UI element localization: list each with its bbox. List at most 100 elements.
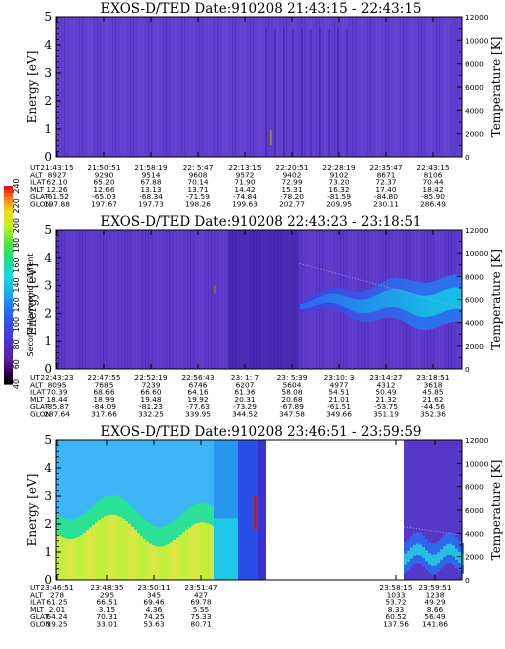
spectrogram-streak — [268, 17, 270, 157]
spectrogram-plume-core — [348, 297, 350, 310]
info-cell: -44.56 — [421, 402, 445, 411]
spectrogram-cell — [155, 526, 158, 547]
spectrogram-cell — [125, 521, 128, 580]
info-cell: 22:43:23 — [40, 373, 73, 382]
info-cell: 209.95 — [326, 200, 352, 209]
info-cell: -77.63 — [186, 402, 210, 411]
spectrogram-streak — [184, 230, 186, 369]
spectrogram-cell — [119, 497, 122, 517]
spectrogram-streak — [286, 230, 288, 369]
colorbar-segment — [4, 321, 13, 326]
spectrogram-streak — [175, 230, 177, 369]
colorbar-segment — [4, 195, 13, 200]
spectrogram-plume-core — [398, 289, 400, 309]
spectrogram-cell — [77, 517, 80, 537]
info-cell: 5.55 — [193, 605, 210, 614]
spectrogram-streak — [76, 17, 78, 157]
spectrogram-streak — [235, 230, 237, 369]
spectrogram-streak — [181, 230, 183, 369]
spectrogram-cell — [416, 543, 419, 555]
info-cell: 23: 5:39 — [277, 373, 308, 382]
spectrogram-streak — [244, 17, 246, 157]
spectrogram-streak — [196, 230, 198, 369]
spectrogram-streak — [106, 230, 108, 369]
spectrogram-streak — [352, 17, 354, 157]
temperature-tick-label: 6000 — [465, 506, 484, 515]
spectrogram-streak — [118, 17, 120, 157]
info-cell: 23:14:27 — [369, 373, 402, 382]
spectrogram-streak — [109, 230, 111, 369]
colorbar-segment — [4, 341, 13, 345]
spectrogram-cell — [116, 495, 119, 516]
spectrogram-plume-core — [332, 293, 334, 303]
info-cell: 71.90 — [234, 178, 255, 187]
colorbar-label: Second Harmonic Current — [26, 253, 35, 356]
spectrogram-cell — [161, 526, 164, 547]
spectrogram-streak — [274, 230, 276, 369]
spectrogram-cell — [83, 513, 86, 533]
info-cell: 80.71 — [190, 620, 211, 629]
colorbar-segment — [4, 242, 13, 246]
spectrogram-plume-core — [316, 297, 318, 306]
info-row-label: UT — [30, 583, 40, 592]
spectrogram-cell — [89, 527, 92, 580]
spectrogram-plume-core — [418, 295, 420, 317]
spectrogram-cell — [238, 440, 258, 580]
colorbar-tick-label: 60 — [12, 359, 21, 369]
spectrogram-cell — [197, 522, 200, 580]
spectrogram-streak — [148, 230, 150, 369]
colorbar-segment — [4, 298, 13, 303]
colorbar-segment — [4, 367, 13, 372]
spectrogram-cell — [92, 524, 95, 580]
spectrogram-plume-core — [442, 290, 444, 313]
info-cell: 23:10: 3 — [324, 373, 355, 382]
spectrogram-streak — [250, 17, 252, 157]
info-cell: 230.11 — [373, 200, 399, 209]
spectrogram-plume-core — [380, 292, 382, 310]
colorbar-tick-label: 200 — [12, 218, 21, 233]
spectrogram-streak — [160, 17, 162, 157]
info-cell: 7239 — [142, 380, 161, 389]
spectrogram-cell — [137, 533, 140, 580]
colorbar-segment — [4, 288, 13, 293]
energy-tick-label: 1 — [44, 334, 52, 348]
info-cell: 12.66 — [93, 185, 114, 194]
energy-tick-label: 4 — [44, 38, 52, 52]
spectrogram-cell — [86, 510, 89, 531]
spectrogram-streak — [127, 230, 129, 369]
info-cell: 58.08 — [281, 388, 302, 397]
spectrogram-plume-core — [356, 299, 358, 313]
colorbar-segment — [4, 225, 13, 230]
spectrogram-streak — [145, 230, 147, 369]
spectrogram-plume-core — [400, 289, 402, 309]
spectrogram-plume-core — [378, 293, 380, 310]
spectrogram-streak — [103, 230, 105, 369]
info-row-label: UT — [30, 163, 40, 172]
spectrogram-cell — [176, 517, 179, 538]
spectrogram-plume-core — [390, 289, 392, 308]
spectrogram-streak — [118, 230, 120, 369]
spectrogram-cell — [95, 522, 98, 580]
info-cell: 20.68 — [281, 395, 302, 404]
info-cell: 49.29 — [424, 598, 445, 607]
spectrogram-cell — [440, 549, 443, 561]
spectrogram-streak — [64, 230, 66, 369]
colorbar-segment — [4, 311, 13, 316]
spectrogram-streak — [100, 17, 102, 157]
info-cell: -85.90 — [421, 192, 445, 201]
info-row-label: GLON — [30, 410, 51, 419]
info-cell: 278 — [50, 590, 64, 599]
spectrogram-streak — [337, 29, 339, 157]
info-cell: 197.73 — [138, 200, 164, 209]
temperature-tick-label: 2000 — [465, 553, 484, 562]
colorbar-segment — [4, 219, 13, 223]
temperature-tick-label: 4000 — [465, 529, 484, 538]
spectrogram-streak — [160, 230, 162, 369]
spectrogram-streak — [259, 17, 261, 157]
spectrogram-streak — [70, 17, 72, 157]
temperature-tick-label: 10000 — [465, 459, 489, 468]
info-cell: 50.49 — [375, 388, 396, 397]
colorbar-segment — [4, 212, 13, 217]
temperature-tick-label: 12000 — [465, 226, 489, 235]
spectrogram-cell — [98, 500, 101, 520]
